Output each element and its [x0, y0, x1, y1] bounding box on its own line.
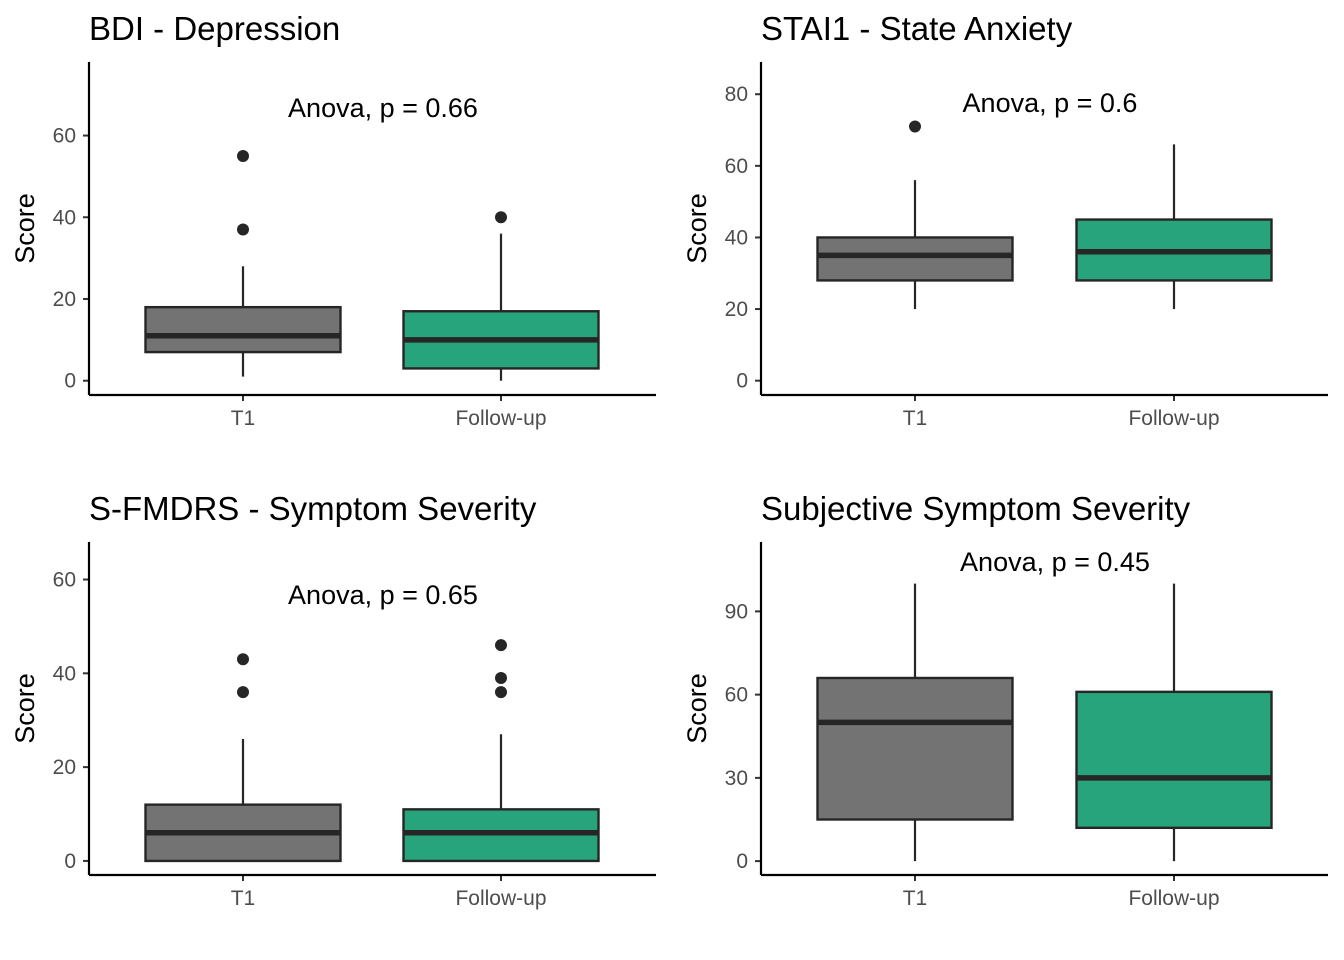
- y-tick-label: 30: [725, 767, 748, 790]
- panel-3: S-FMDRS - Symptom Severity Score 0 20 40 60 T1…: [10, 490, 656, 910]
- outlier-point: [237, 149, 249, 162]
- panel-title: STAI1 - State Anxiety: [761, 10, 1073, 47]
- y-tick-label: 60: [725, 684, 748, 707]
- y-tick-label: 0: [736, 370, 748, 393]
- panel-title: S-FMDRS - Symptom Severity: [89, 490, 537, 527]
- panel-4: Subjective Symptom Severity Score 0 30 60 90 T…: [682, 490, 1328, 910]
- y-tick-label: 0: [736, 850, 748, 873]
- y-tick-label: 20: [725, 298, 748, 321]
- y-axis-label: Score: [10, 193, 40, 264]
- iqr-box: [1075, 690, 1273, 830]
- y-tick-label: 60: [725, 155, 748, 178]
- box-follow-up: [1075, 583, 1273, 862]
- panel-2: STAI1 - State Anxiety Score 0 20 40 60 80 T1 Fol…: [682, 10, 1328, 430]
- anova-annotation: Anova, p = 0.45: [960, 547, 1150, 577]
- outlier-point: [495, 211, 507, 224]
- box-follow-up: [402, 639, 600, 863]
- anova-annotation: Anova, p = 0.66: [288, 93, 478, 123]
- box-follow-up: [402, 211, 600, 381]
- panel-title: BDI - Depression: [89, 10, 340, 47]
- y-tick-label: 60: [53, 125, 76, 148]
- box-t1: [144, 149, 342, 377]
- y-tick-label: 80: [725, 83, 748, 106]
- y-tick-label: 20: [53, 756, 76, 779]
- outlier-point: [237, 223, 249, 236]
- y-tick-label: 0: [64, 850, 76, 873]
- x-tick-label: Follow-up: [455, 407, 546, 430]
- box-t1: [816, 583, 1014, 862]
- outlier-point: [909, 120, 921, 133]
- y-tick-label: 60: [53, 569, 76, 592]
- x-tick-label: T1: [231, 407, 256, 430]
- box-t1: [816, 120, 1014, 310]
- y-tick-label: 40: [53, 662, 76, 685]
- anova-annotation: Anova, p = 0.65: [288, 580, 478, 610]
- box-t1: [144, 653, 342, 863]
- iqr-box: [144, 305, 342, 354]
- y-axis-label: Score: [682, 673, 712, 744]
- outlier-point: [495, 639, 507, 652]
- y-tick-label: 40: [725, 226, 748, 249]
- y-tick-label: 20: [53, 288, 76, 311]
- box-follow-up: [1075, 144, 1273, 310]
- x-tick-label: T1: [903, 407, 928, 430]
- x-tick-label: T1: [231, 887, 256, 910]
- x-tick-label: Follow-up: [1128, 407, 1219, 430]
- panel-title: Subjective Symptom Severity: [761, 490, 1191, 527]
- iqr-box: [816, 676, 1014, 821]
- x-tick-label: Follow-up: [455, 887, 546, 910]
- outlier-point: [237, 653, 249, 666]
- y-axis-label: Score: [10, 673, 40, 744]
- panel-1: BDI - Depression Score 0 20 40 60 T1 Follow-up A…: [10, 10, 656, 430]
- x-tick-label: Follow-up: [1128, 887, 1219, 910]
- outlier-point: [495, 686, 507, 699]
- outlier-point: [495, 672, 507, 685]
- y-tick-label: 90: [725, 600, 748, 623]
- iqr-box: [816, 236, 1014, 282]
- x-tick-label: T1: [903, 887, 928, 910]
- anova-annotation: Anova, p = 0.6: [963, 88, 1138, 118]
- y-axis-label: Score: [682, 193, 712, 264]
- outlier-point: [237, 686, 249, 699]
- y-tick-label: 40: [53, 206, 76, 229]
- y-tick-label: 0: [64, 370, 76, 393]
